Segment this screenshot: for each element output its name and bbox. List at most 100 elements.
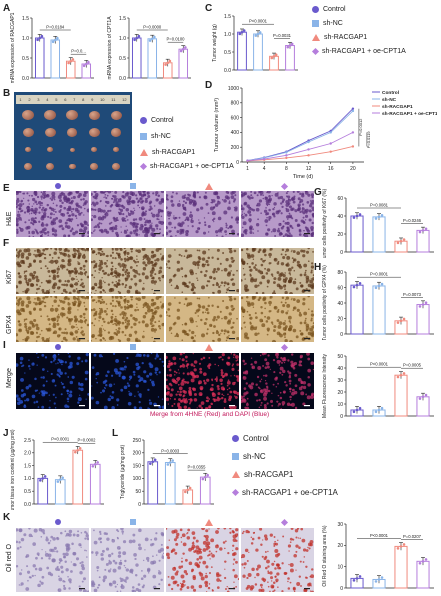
cell-nucleus: [297, 377, 302, 382]
cell-nucleus: [47, 541, 51, 545]
cell-nucleus: [95, 377, 97, 380]
cell-nucleus: [111, 191, 113, 192]
cell-nucleus: [208, 406, 211, 409]
cell-nucleus: [171, 226, 173, 229]
cell-nucleus: [115, 323, 118, 327]
cell-nucleus: [184, 332, 188, 336]
data-point: [418, 230, 422, 234]
cell-nucleus: [137, 200, 140, 204]
y-tick-label: 250: [133, 438, 142, 444]
cell-nucleus: [236, 288, 239, 293]
cell-nucleus: [38, 307, 42, 311]
cell-nucleus: [289, 581, 292, 584]
cell-nucleus: [274, 549, 279, 554]
cell-nucleus: [286, 229, 290, 233]
cell-nucleus: [141, 207, 145, 211]
cell-nucleus: [82, 198, 85, 201]
cell-nucleus: [224, 540, 227, 543]
cell-nucleus: [297, 264, 301, 268]
data-point: [374, 217, 378, 220]
cell-nucleus: [171, 530, 176, 534]
y-tick-label: 0.0: [224, 68, 231, 74]
cell-nucleus: [16, 528, 19, 532]
legend-b-shrac: sh-RACGAP1: [140, 149, 195, 156]
cell-nucleus: [280, 407, 282, 409]
cell-nucleus: [243, 332, 248, 337]
cell-nucleus: [196, 249, 199, 252]
cell-nucleus: [47, 215, 50, 218]
cell-nucleus: [132, 533, 136, 537]
cell-nucleus: [292, 261, 295, 263]
cell-nucleus: [36, 195, 40, 199]
data-point: [39, 479, 42, 482]
y-tick-label: 20: [337, 232, 343, 238]
cell-nucleus: [41, 204, 43, 207]
cell-nucleus: [309, 279, 314, 284]
cell-nucleus: [212, 270, 216, 274]
tumor-photo: 1 2 3 4 5 6 7 8 9 10 11 12: [14, 92, 132, 180]
cell-nucleus: [142, 354, 146, 357]
cell-nucleus: [115, 300, 118, 303]
cell-nucleus: [127, 325, 129, 328]
cell-nucleus: [170, 388, 174, 392]
cell-nucleus: [197, 256, 201, 259]
cell-nucleus: [276, 359, 281, 364]
panel-label-d: D: [205, 80, 213, 91]
cell-nucleus: [244, 288, 248, 293]
tumor-specimen: [67, 128, 77, 137]
cell-nucleus: [107, 191, 112, 194]
cell-nucleus: [266, 559, 270, 564]
cell-nucleus: [225, 258, 229, 262]
cell-nucleus: [305, 250, 310, 254]
cell-nucleus: [295, 569, 297, 571]
cell-nucleus: [54, 296, 58, 299]
cell-nucleus: [235, 355, 239, 359]
cell-nucleus: [138, 321, 141, 324]
cell-nucleus: [108, 560, 112, 565]
cell-nucleus: [179, 528, 183, 532]
cell-nucleus: [285, 263, 290, 267]
cell-nucleus: [181, 358, 185, 362]
bar: [147, 461, 159, 505]
cell-nucleus: [80, 271, 82, 273]
series-point: [246, 159, 249, 162]
cell-nucleus: [310, 226, 314, 230]
cell-nucleus: [56, 322, 60, 326]
cell-nucleus: [128, 392, 133, 397]
data-point: [56, 480, 60, 483]
cell-nucleus: [168, 281, 171, 284]
cell-nucleus: [179, 232, 182, 235]
cell-nucleus: [242, 371, 246, 375]
cell-nucleus: [242, 376, 247, 380]
cell-nucleus: [236, 269, 238, 272]
data-point: [82, 64, 86, 68]
cell-nucleus: [168, 583, 171, 587]
cell-nucleus: [260, 305, 263, 309]
cell-nucleus: [162, 365, 164, 367]
cell-nucleus: [126, 191, 129, 195]
cell-nucleus: [84, 249, 87, 252]
cell-nucleus: [249, 206, 251, 209]
cell-nucleus: [54, 307, 59, 312]
panel-label-f: F: [3, 238, 10, 249]
scale-bar: [79, 588, 85, 590]
cell-nucleus: [91, 396, 94, 400]
tumor-specimen: [113, 147, 119, 153]
cell-nucleus: [260, 311, 264, 315]
cell-nucleus: [114, 217, 116, 220]
cell-nucleus: [228, 264, 232, 268]
cell-nucleus: [205, 572, 207, 575]
cell-nucleus: [253, 266, 256, 269]
cell-nucleus: [53, 379, 55, 381]
cell-nucleus: [200, 401, 205, 405]
marker-circle-icon: [55, 344, 61, 350]
cell-nucleus: [247, 195, 250, 199]
cell-nucleus: [243, 201, 248, 205]
cell-nucleus: [162, 221, 164, 224]
cell-nucleus: [285, 251, 287, 253]
cell-nucleus: [91, 207, 94, 211]
cell-nucleus: [99, 338, 103, 342]
cell-nucleus: [286, 215, 290, 219]
cell-nucleus: [166, 225, 168, 230]
cell-nucleus: [51, 257, 54, 259]
